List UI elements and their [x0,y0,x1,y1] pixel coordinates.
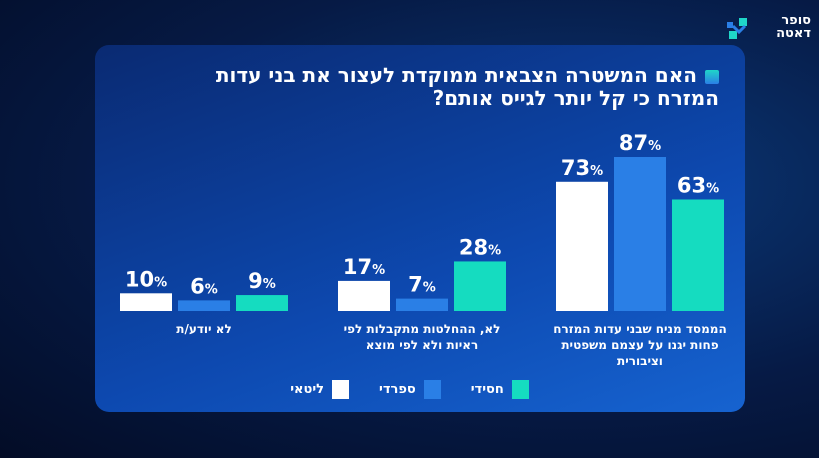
legend-label: חסידי [470,382,504,397]
data-label: 73% [561,156,603,180]
data-label: 63% [677,173,719,197]
bar [120,293,172,311]
data-label: 6% [190,274,218,298]
bar [614,157,666,311]
data-label: 9% [248,269,276,293]
legend-swatch [511,380,529,399]
bar [672,199,724,311]
category-label: לא יודע/ת [176,322,232,336]
legend-item: ליטאי [290,380,350,399]
bar [454,261,506,311]
legend-label: ליטאי [290,382,325,397]
data-label: 87% [619,131,661,155]
bar [236,295,288,311]
chart-title-wrap: האם המשטרה הצבאית ממוקדת לעצור את בני עד… [199,64,719,110]
bar [556,181,608,311]
logo-line2: דאטה [776,26,811,41]
logo-line1: סופר [781,13,811,28]
data-label: 7% [408,273,436,297]
data-label: 28% [459,235,501,259]
legend-swatch [423,380,441,399]
legend-swatch [332,380,350,399]
bar [178,300,230,311]
chart-title: האם המשטרה הצבאית ממוקדת לעצור את בני עד… [215,63,719,110]
logo: סופר דאטה [727,13,811,41]
logo-mark-icon [727,18,747,39]
legend: ליטאי ספרדי חסידי [0,380,819,399]
title-bullet-icon [705,69,719,84]
bar [338,280,390,311]
data-label: 10% [125,267,167,291]
legend-item: חסידי [471,380,529,399]
category-label: לא, ההחלטות מתקבלות לפי ראיות ולא לפי מו… [343,322,501,352]
data-label: 17% [343,255,385,279]
legend-label: ספרדי [379,382,416,397]
bar [396,298,448,311]
legend-item: ספרדי [379,380,441,399]
category-label: הממסד מניח שבני עדות המזרח פחות יגנו על … [553,322,727,368]
